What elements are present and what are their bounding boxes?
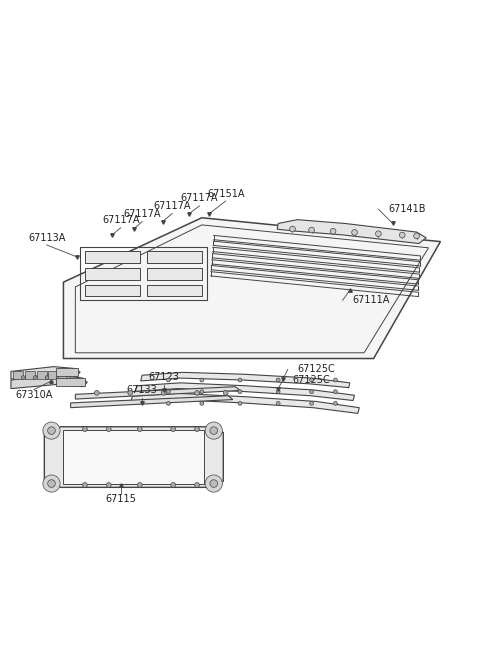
Circle shape <box>107 427 111 432</box>
Bar <box>56 367 78 376</box>
Bar <box>58 371 69 379</box>
Circle shape <box>83 427 87 432</box>
Circle shape <box>83 483 87 487</box>
Circle shape <box>43 475 60 492</box>
Polygon shape <box>135 383 355 400</box>
Polygon shape <box>277 219 426 244</box>
Polygon shape <box>147 251 202 263</box>
Circle shape <box>238 390 242 394</box>
Circle shape <box>310 402 313 405</box>
Circle shape <box>238 378 242 382</box>
Polygon shape <box>11 375 87 388</box>
Circle shape <box>67 376 71 379</box>
Text: 67151A: 67151A <box>207 189 244 198</box>
Bar <box>56 378 85 386</box>
Circle shape <box>107 483 111 487</box>
Circle shape <box>210 427 217 434</box>
Circle shape <box>167 378 170 382</box>
Circle shape <box>45 376 49 379</box>
Circle shape <box>334 402 337 405</box>
Polygon shape <box>11 367 80 379</box>
Text: 67117A: 67117A <box>180 193 218 204</box>
Circle shape <box>200 378 204 382</box>
Text: 67117A: 67117A <box>123 209 161 219</box>
Polygon shape <box>44 427 223 487</box>
Circle shape <box>310 390 313 394</box>
Circle shape <box>48 479 55 487</box>
Circle shape <box>352 229 358 235</box>
Text: 67111A: 67111A <box>352 295 390 305</box>
Circle shape <box>205 475 222 492</box>
Circle shape <box>171 427 176 432</box>
Polygon shape <box>75 225 429 353</box>
Circle shape <box>195 390 199 395</box>
Circle shape <box>200 402 204 405</box>
Circle shape <box>195 483 199 487</box>
Circle shape <box>414 233 420 238</box>
Text: 67125C: 67125C <box>292 375 330 385</box>
Circle shape <box>276 390 280 394</box>
Circle shape <box>310 378 313 382</box>
Text: 67310A: 67310A <box>15 390 52 400</box>
Bar <box>36 371 47 379</box>
Circle shape <box>375 231 381 236</box>
Circle shape <box>48 427 55 434</box>
Polygon shape <box>75 386 240 399</box>
Text: 67117A: 67117A <box>154 201 191 211</box>
Circle shape <box>238 402 242 405</box>
Polygon shape <box>85 251 140 263</box>
Circle shape <box>334 378 337 382</box>
Circle shape <box>210 479 217 487</box>
Circle shape <box>309 227 314 233</box>
Circle shape <box>276 378 280 382</box>
Text: 67141B: 67141B <box>388 204 425 214</box>
Text: 67133: 67133 <box>127 385 157 395</box>
Polygon shape <box>85 284 140 297</box>
Circle shape <box>56 376 60 379</box>
Circle shape <box>171 483 176 487</box>
Polygon shape <box>130 394 360 413</box>
Text: 67123: 67123 <box>148 373 179 383</box>
Polygon shape <box>63 217 441 358</box>
Circle shape <box>128 390 132 395</box>
Text: 67117A: 67117A <box>102 215 140 225</box>
Circle shape <box>43 422 60 439</box>
Text: 67115: 67115 <box>105 494 136 504</box>
Polygon shape <box>85 268 140 280</box>
Circle shape <box>137 427 142 432</box>
Text: 67125C: 67125C <box>297 364 335 375</box>
Circle shape <box>167 402 170 405</box>
Circle shape <box>334 390 337 394</box>
Polygon shape <box>63 430 204 484</box>
Circle shape <box>205 422 222 439</box>
Bar <box>13 371 24 379</box>
Circle shape <box>137 483 142 487</box>
Circle shape <box>223 390 228 395</box>
Circle shape <box>167 390 170 394</box>
Text: 67113A: 67113A <box>28 233 65 242</box>
Circle shape <box>276 402 280 405</box>
Circle shape <box>22 376 25 379</box>
Circle shape <box>195 427 199 432</box>
Circle shape <box>95 390 99 395</box>
Polygon shape <box>71 396 233 407</box>
Circle shape <box>289 226 295 232</box>
Circle shape <box>399 233 405 238</box>
Polygon shape <box>147 284 202 297</box>
Circle shape <box>161 390 166 395</box>
Bar <box>48 371 58 379</box>
Bar <box>25 371 35 379</box>
Polygon shape <box>147 268 202 280</box>
Circle shape <box>34 376 37 379</box>
Polygon shape <box>141 372 350 388</box>
Circle shape <box>330 229 336 234</box>
Circle shape <box>200 390 204 394</box>
